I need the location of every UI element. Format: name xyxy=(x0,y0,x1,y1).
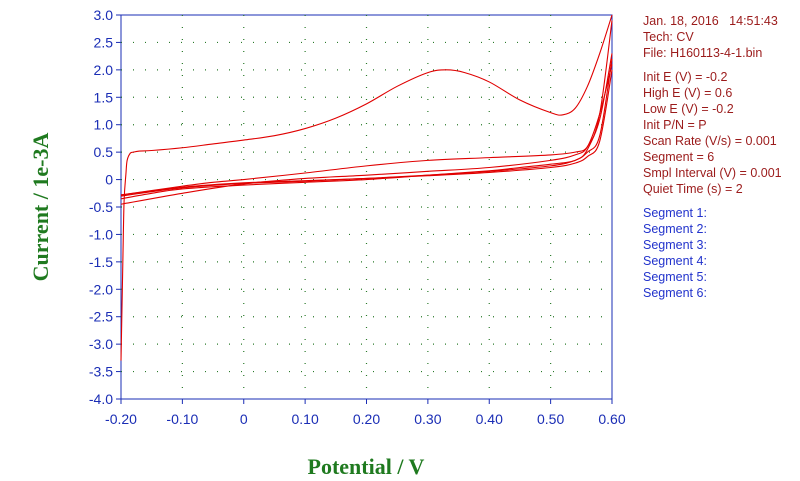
cv-segment-curve-6 xyxy=(120,69,613,196)
x-tick-label: 0 xyxy=(240,411,248,427)
y-tick-label: 1.5 xyxy=(94,89,114,105)
param-init-pn: Init P/N = P xyxy=(643,118,707,132)
y-tick-label: -3.5 xyxy=(89,364,113,380)
x-tick-label: 0.20 xyxy=(353,411,380,427)
cv-segment-curve-5 xyxy=(120,64,613,205)
y-tick-label: -2.0 xyxy=(89,281,113,297)
param-high-e: High E (V) = 0.6 xyxy=(643,86,733,100)
param-scan-rate: Scan Rate (V/s) = 0.001 xyxy=(643,134,777,148)
y-tick-label: 1.0 xyxy=(94,117,114,133)
y-tick-label: 0.5 xyxy=(94,144,114,160)
y-axis-title: Current / 1e-3A xyxy=(28,133,53,282)
cv-segment-curve-1 xyxy=(120,14,613,361)
y-tick-label: -4.0 xyxy=(89,391,113,407)
y-tick-label: -2.5 xyxy=(89,309,113,325)
info-date: Jan. 18, 2016 14:51:43 xyxy=(643,14,778,28)
y-tick-label: -1.0 xyxy=(89,226,113,242)
segment-4: Segment 4: xyxy=(643,254,707,268)
segment-5: Segment 5: xyxy=(643,270,707,284)
y-tick-label: 2.5 xyxy=(94,34,114,50)
cv-segment-curve-2 xyxy=(120,20,613,200)
param-smpl-interval: Smpl Interval (V) = 0.001 xyxy=(643,166,782,180)
segment-2: Segment 2: xyxy=(643,222,707,236)
param-low-e: Low E (V) = -0.2 xyxy=(643,102,734,116)
y-tick-label: -0.5 xyxy=(89,199,113,215)
y-tick-label: 0 xyxy=(105,172,113,188)
y-tick-label: -1.5 xyxy=(89,254,113,270)
ticks-layer: 3.02.52.01.51.00.50-0.5-1.0-1.5-2.0-2.5-… xyxy=(89,7,626,427)
param-quiet-time: Quiet Time (s) = 2 xyxy=(643,182,743,196)
info-panel: Jan. 18, 2016 14:51:43 Tech: CV File: H1… xyxy=(643,13,798,301)
y-tick-label: -3.0 xyxy=(89,336,113,352)
info-tech: Tech: CV xyxy=(643,30,694,44)
x-tick-label: -0.20 xyxy=(105,411,137,427)
y-tick-label: 2.0 xyxy=(94,62,114,78)
param-init-e: Init E (V) = -0.2 xyxy=(643,70,728,84)
info-file: File: H160113-4-1.bin xyxy=(643,46,763,60)
param-segment: Segment = 6 xyxy=(643,150,715,164)
cv-segment-curve-3 xyxy=(120,53,613,196)
segment-6: Segment 6: xyxy=(643,286,707,300)
x-axis-title: Potential / V xyxy=(308,454,425,479)
x-tick-label: 0.40 xyxy=(476,411,503,427)
grid-layer xyxy=(121,15,612,399)
x-tick-label: 0.30 xyxy=(414,411,441,427)
segment-3: Segment 3: xyxy=(643,238,707,252)
curves-layer xyxy=(120,14,613,361)
x-tick-label: -0.10 xyxy=(166,411,198,427)
x-tick-label: 0.50 xyxy=(537,411,564,427)
y-tick-label: 3.0 xyxy=(94,7,114,23)
x-tick-label: 0.10 xyxy=(292,411,319,427)
x-tick-label: 0.60 xyxy=(598,411,625,427)
segment-1: Segment 1: xyxy=(643,206,707,220)
